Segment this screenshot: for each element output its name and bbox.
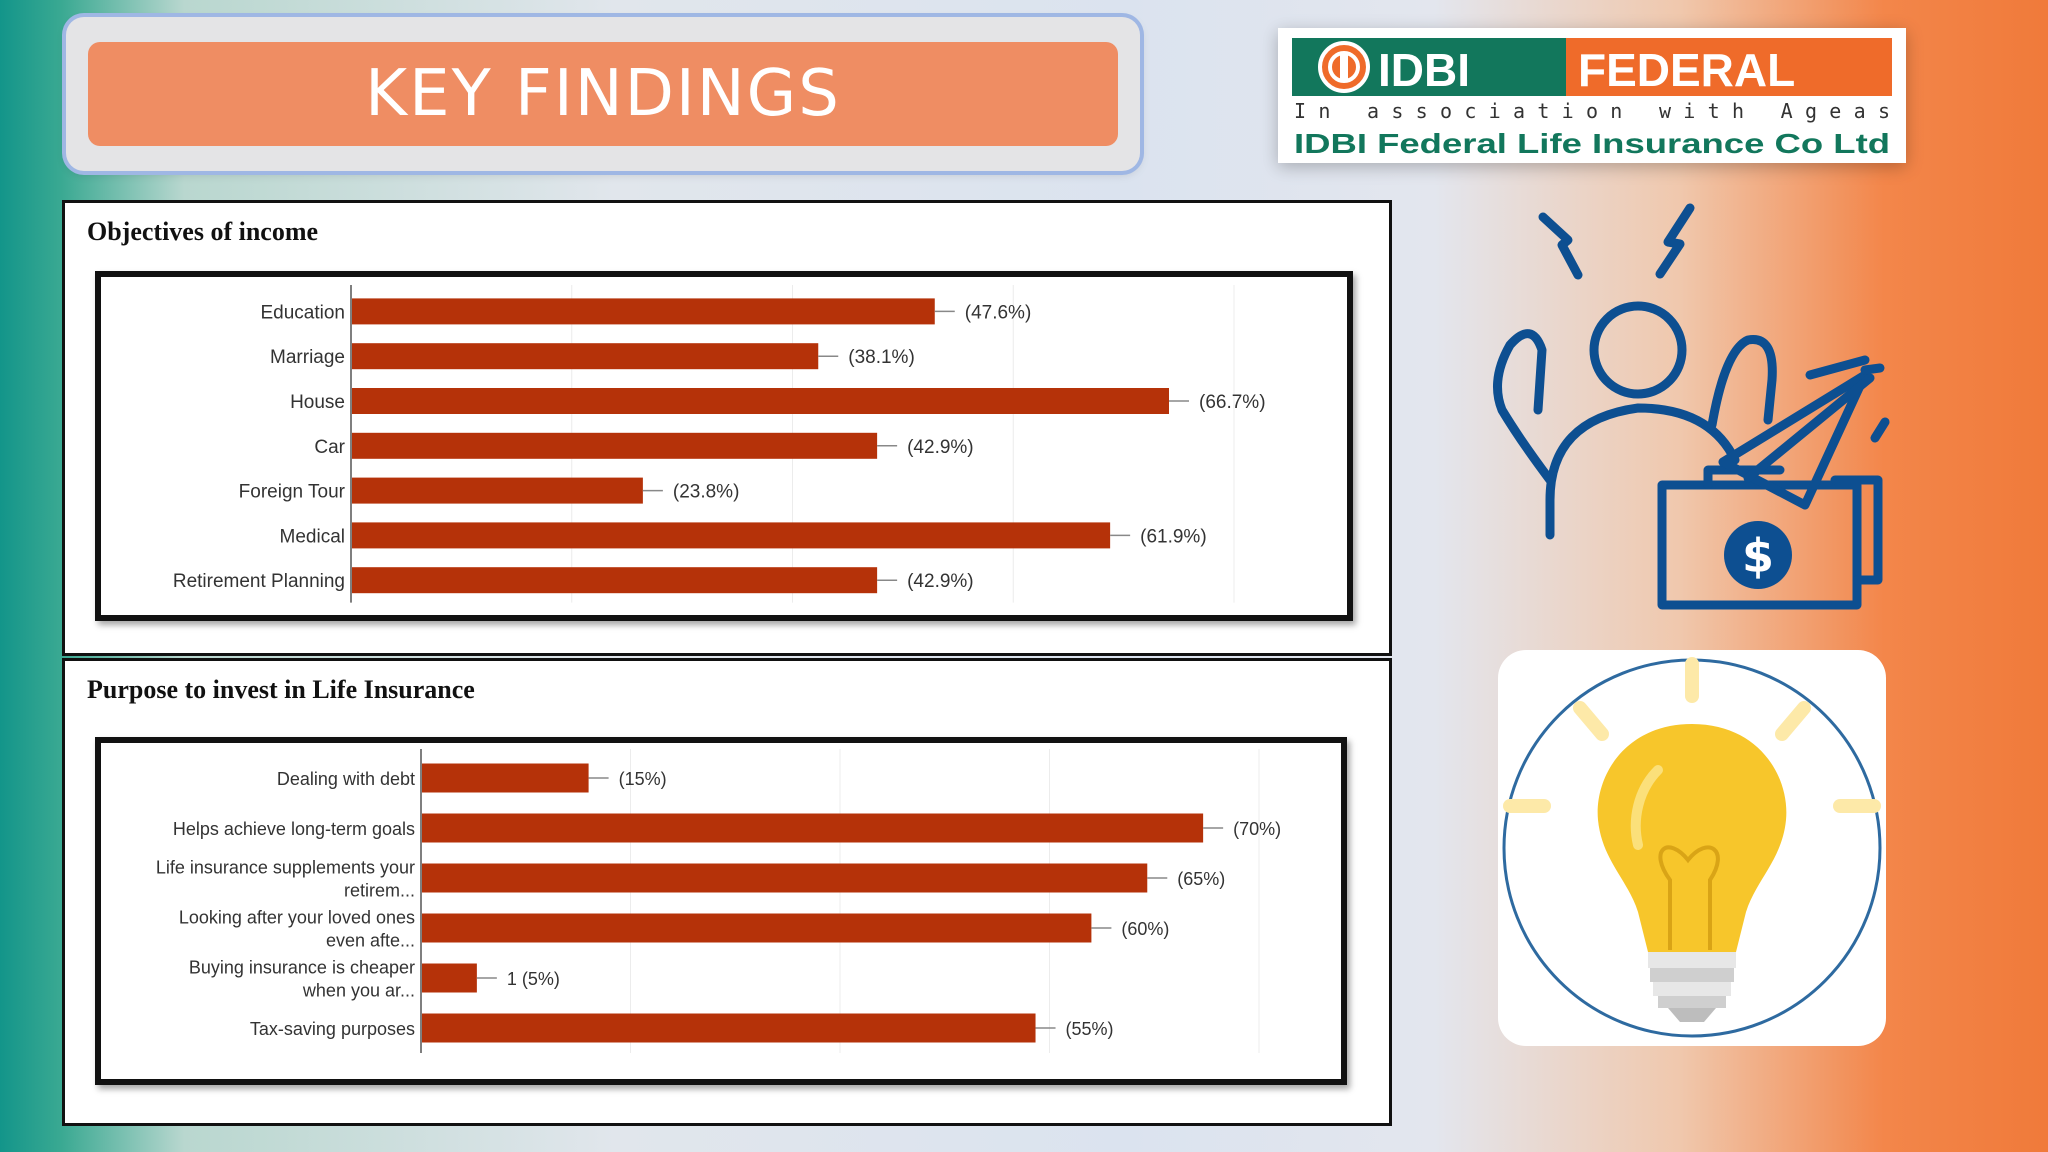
- logo-brand-right: FEDERAL: [1578, 44, 1795, 96]
- category-label: Marriage: [270, 347, 345, 368]
- category-label: Tax-saving purposes: [250, 1019, 415, 1039]
- bar: [352, 388, 1170, 414]
- stressed-person-with-money-icon: $: [1480, 200, 1900, 620]
- bar: [422, 763, 589, 793]
- category-label: Life insurance supplements your retirem..…: [156, 858, 415, 901]
- lightbulb-icon: [1498, 650, 1886, 1046]
- category-label: Dealing with debt: [277, 769, 415, 789]
- slide-title: KEY FINDINGS: [365, 57, 841, 131]
- title-banner: KEY FINDINGS: [88, 42, 1118, 146]
- data-label: 1 (5%): [507, 969, 560, 989]
- company-logo: IDBI FEDERAL In association with Ageas I…: [1278, 28, 1906, 163]
- chart2-title: Purpose to invest in Life Insurance: [87, 675, 475, 704]
- data-label: (23.8%): [673, 482, 740, 503]
- idbi-federal-logo: IDBI FEDERAL In association with Ageas I…: [1292, 38, 1892, 159]
- category-label: Medical: [280, 526, 345, 547]
- chart1-frame: (47.6%) Education (38.1%) Marriage (66.7%) Ho…: [95, 271, 1353, 621]
- category-label: Looking after your loved ones even afte..…: [179, 908, 415, 951]
- category-label: Education: [260, 302, 345, 323]
- title-frame: KEY FINDINGS: [66, 17, 1140, 171]
- logo-tagline: In association with Ageas: [1294, 99, 1890, 123]
- data-label: (15%): [619, 769, 667, 789]
- purpose-chart: (15%) Dealing with debt (70%) Helps achieve…: [156, 749, 1281, 1053]
- data-label: (66.7%): [1199, 392, 1266, 413]
- objectives-chart: (47.6%) Education (38.1%) Marriage (66.7%) Ho…: [173, 285, 1266, 603]
- svg-text:$: $: [1742, 529, 1774, 583]
- bar: [352, 432, 878, 459]
- logo-company: IDBI Federal Life Insurance Co Ltd: [1294, 128, 1890, 159]
- data-label: (60%): [1121, 919, 1169, 939]
- objectives-panel: Objectives of income (47.6%) Education (38…: [62, 200, 1392, 656]
- category-label: Helps achieve long-term goals: [173, 819, 415, 839]
- chart1-title: Objectives of income: [87, 217, 319, 246]
- category-label: Buying insurance is cheaper when you ar..…: [189, 958, 415, 1001]
- data-label: (55%): [1066, 1019, 1114, 1039]
- bar: [352, 343, 819, 370]
- category-label: Foreign Tour: [239, 482, 346, 503]
- data-label: (47.6%): [965, 302, 1032, 323]
- data-label: (42.9%): [907, 437, 974, 458]
- gridlines: [630, 749, 1260, 1053]
- category-label: House: [290, 392, 345, 413]
- bar: [352, 298, 935, 325]
- data-label: (38.1%): [848, 347, 915, 368]
- bar: [352, 477, 643, 504]
- bar: [422, 813, 1204, 843]
- data-label: (65%): [1177, 869, 1225, 889]
- logo-brand-left: IDBI: [1378, 44, 1470, 96]
- data-label: (42.9%): [907, 571, 974, 592]
- bar: [352, 567, 878, 594]
- data-label: (61.9%): [1140, 526, 1207, 547]
- category-label: Car: [314, 437, 345, 458]
- bar: [422, 1013, 1036, 1043]
- bar: [352, 522, 1111, 549]
- purpose-panel: Purpose to invest in Life Insurance (15%…: [62, 658, 1392, 1126]
- bar: [422, 963, 477, 993]
- bar: [422, 913, 1092, 943]
- chart2-frame: (15%) Dealing with debt (70%) Helps achieve…: [95, 737, 1347, 1085]
- data-label: (70%): [1233, 819, 1281, 839]
- category-label: Retirement Planning: [173, 571, 345, 592]
- bar: [422, 863, 1148, 893]
